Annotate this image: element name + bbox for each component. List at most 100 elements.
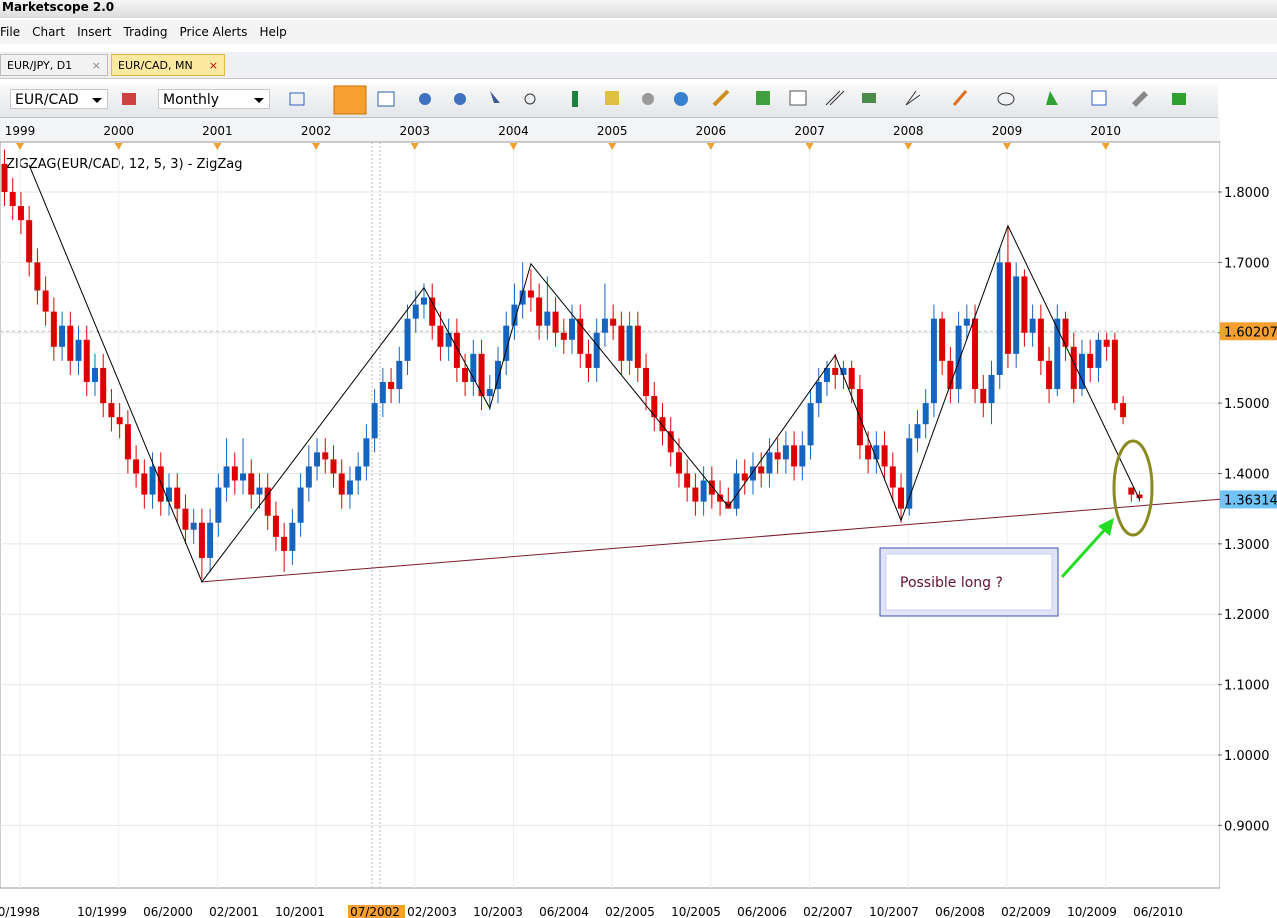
candle-body <box>651 396 658 418</box>
candle-body <box>9 191 16 207</box>
candle-body <box>108 403 115 418</box>
candle-body <box>141 473 148 495</box>
candle-body <box>610 318 617 326</box>
menu-item[interactable]: Trading <box>123 25 168 39</box>
icon[interactable] <box>952 90 968 106</box>
year-marker <box>312 143 321 150</box>
candle-body <box>470 353 477 382</box>
candle-body <box>1095 339 1102 368</box>
candle-body <box>840 367 847 375</box>
period-select[interactable]: Monthly <box>158 89 270 109</box>
year-label: 2007 <box>794 124 825 138</box>
period: Monthly <box>163 92 220 108</box>
candle-body <box>848 367 855 390</box>
candle-body <box>363 438 370 467</box>
toolbar: EUR/CAD Monthly <box>0 83 1218 118</box>
candle-body <box>634 325 641 368</box>
icon[interactable] <box>524 93 536 105</box>
menu-item[interactable]: Price Alerts <box>179 25 248 39</box>
icon[interactable] <box>825 90 845 106</box>
candle-body <box>873 445 880 460</box>
candle-body <box>889 466 896 488</box>
candle-body <box>815 381 822 404</box>
candle-body <box>198 522 205 558</box>
icon[interactable] <box>572 91 578 107</box>
indicator-label: ZIGZAG(EUR/CAD, 12, 5, 3) - ZigZag <box>6 157 242 172</box>
icon[interactable] <box>122 93 136 105</box>
arrow-head <box>1098 518 1114 536</box>
icon[interactable] <box>490 91 500 103</box>
icon[interactable] <box>454 93 466 105</box>
candle-body <box>1021 276 1028 333</box>
candle-body <box>782 445 789 460</box>
candle-body <box>248 473 255 495</box>
icon[interactable] <box>377 91 395 107</box>
icon[interactable] <box>789 90 807 106</box>
candle-body <box>116 417 123 425</box>
candle-body <box>1128 487 1135 495</box>
x-tick-label: 10/2005 <box>671 905 721 918</box>
candle-body <box>124 424 131 460</box>
trendline <box>201 494 1277 583</box>
candle-body <box>741 473 748 481</box>
candle-body <box>955 325 962 390</box>
candle-body <box>231 466 238 481</box>
icon[interactable] <box>674 92 688 106</box>
icon[interactable] <box>1046 91 1058 105</box>
icon[interactable] <box>997 92 1015 106</box>
icon[interactable] <box>1172 93 1186 105</box>
candle-body <box>1136 494 1143 499</box>
candle-body <box>453 332 460 368</box>
tab-close[interactable]: × <box>91 59 101 72</box>
tab-bar: EUR/JPY, D1 × EUR/CAD, MN × <box>0 52 1277 79</box>
icon[interactable] <box>1091 90 1107 106</box>
candle-body <box>264 487 271 516</box>
candle-body <box>190 522 197 530</box>
candle-body <box>486 389 493 397</box>
year-marker <box>1101 143 1110 150</box>
icon[interactable] <box>333 85 367 115</box>
candle-body <box>437 325 444 347</box>
candle-body <box>297 487 304 523</box>
menu-item[interactable]: File <box>0 25 21 39</box>
x-tick-label: 06/2010 <box>1133 905 1183 918</box>
candle-body <box>1111 339 1118 404</box>
candle-body <box>149 466 156 495</box>
tab[interactable]: EUR/CAD, MN × <box>111 54 225 76</box>
icon[interactable] <box>642 93 654 105</box>
year-marker <box>213 143 222 150</box>
chart: ZIGZAG(EUR/CAD, 12, 5, 3) - ZigZag 1.800… <box>0 118 1277 918</box>
icon[interactable] <box>1132 91 1148 107</box>
candle-body <box>59 325 66 347</box>
candle-body <box>272 515 279 537</box>
price-axis <box>1220 142 1277 918</box>
candle-body <box>593 332 600 368</box>
candle-body <box>766 452 773 474</box>
candle-body <box>314 452 321 467</box>
x-tick-label: 02/2001 <box>209 905 259 918</box>
candle-body <box>281 536 288 551</box>
icon[interactable] <box>862 93 876 103</box>
icon[interactable] <box>712 89 730 107</box>
candle-body <box>256 487 263 495</box>
tab[interactable]: EUR/JPY, D1 × <box>0 54 108 76</box>
year-label: 2005 <box>597 124 628 138</box>
candle-body <box>289 522 296 551</box>
icon[interactable] <box>605 91 619 105</box>
tab-close[interactable]: × <box>208 59 218 72</box>
menu-item[interactable]: Help <box>259 25 287 39</box>
menu-item[interactable]: Chart <box>32 25 66 39</box>
menu-item[interactable]: Insert <box>77 25 112 39</box>
candle-body <box>643 367 650 397</box>
x-tick-label: 02/2007 <box>803 905 853 918</box>
icon[interactable] <box>289 92 305 106</box>
symbol-select[interactable]: EUR/CAD <box>10 89 108 109</box>
icon[interactable] <box>419 93 431 105</box>
candle-body <box>1054 318 1061 390</box>
candle-body <box>388 381 395 390</box>
icon[interactable] <box>756 91 770 105</box>
candle-body <box>1087 353 1094 368</box>
icon[interactable] <box>905 90 921 106</box>
candle-body <box>618 325 625 361</box>
year-label: 2010 <box>1090 124 1121 138</box>
